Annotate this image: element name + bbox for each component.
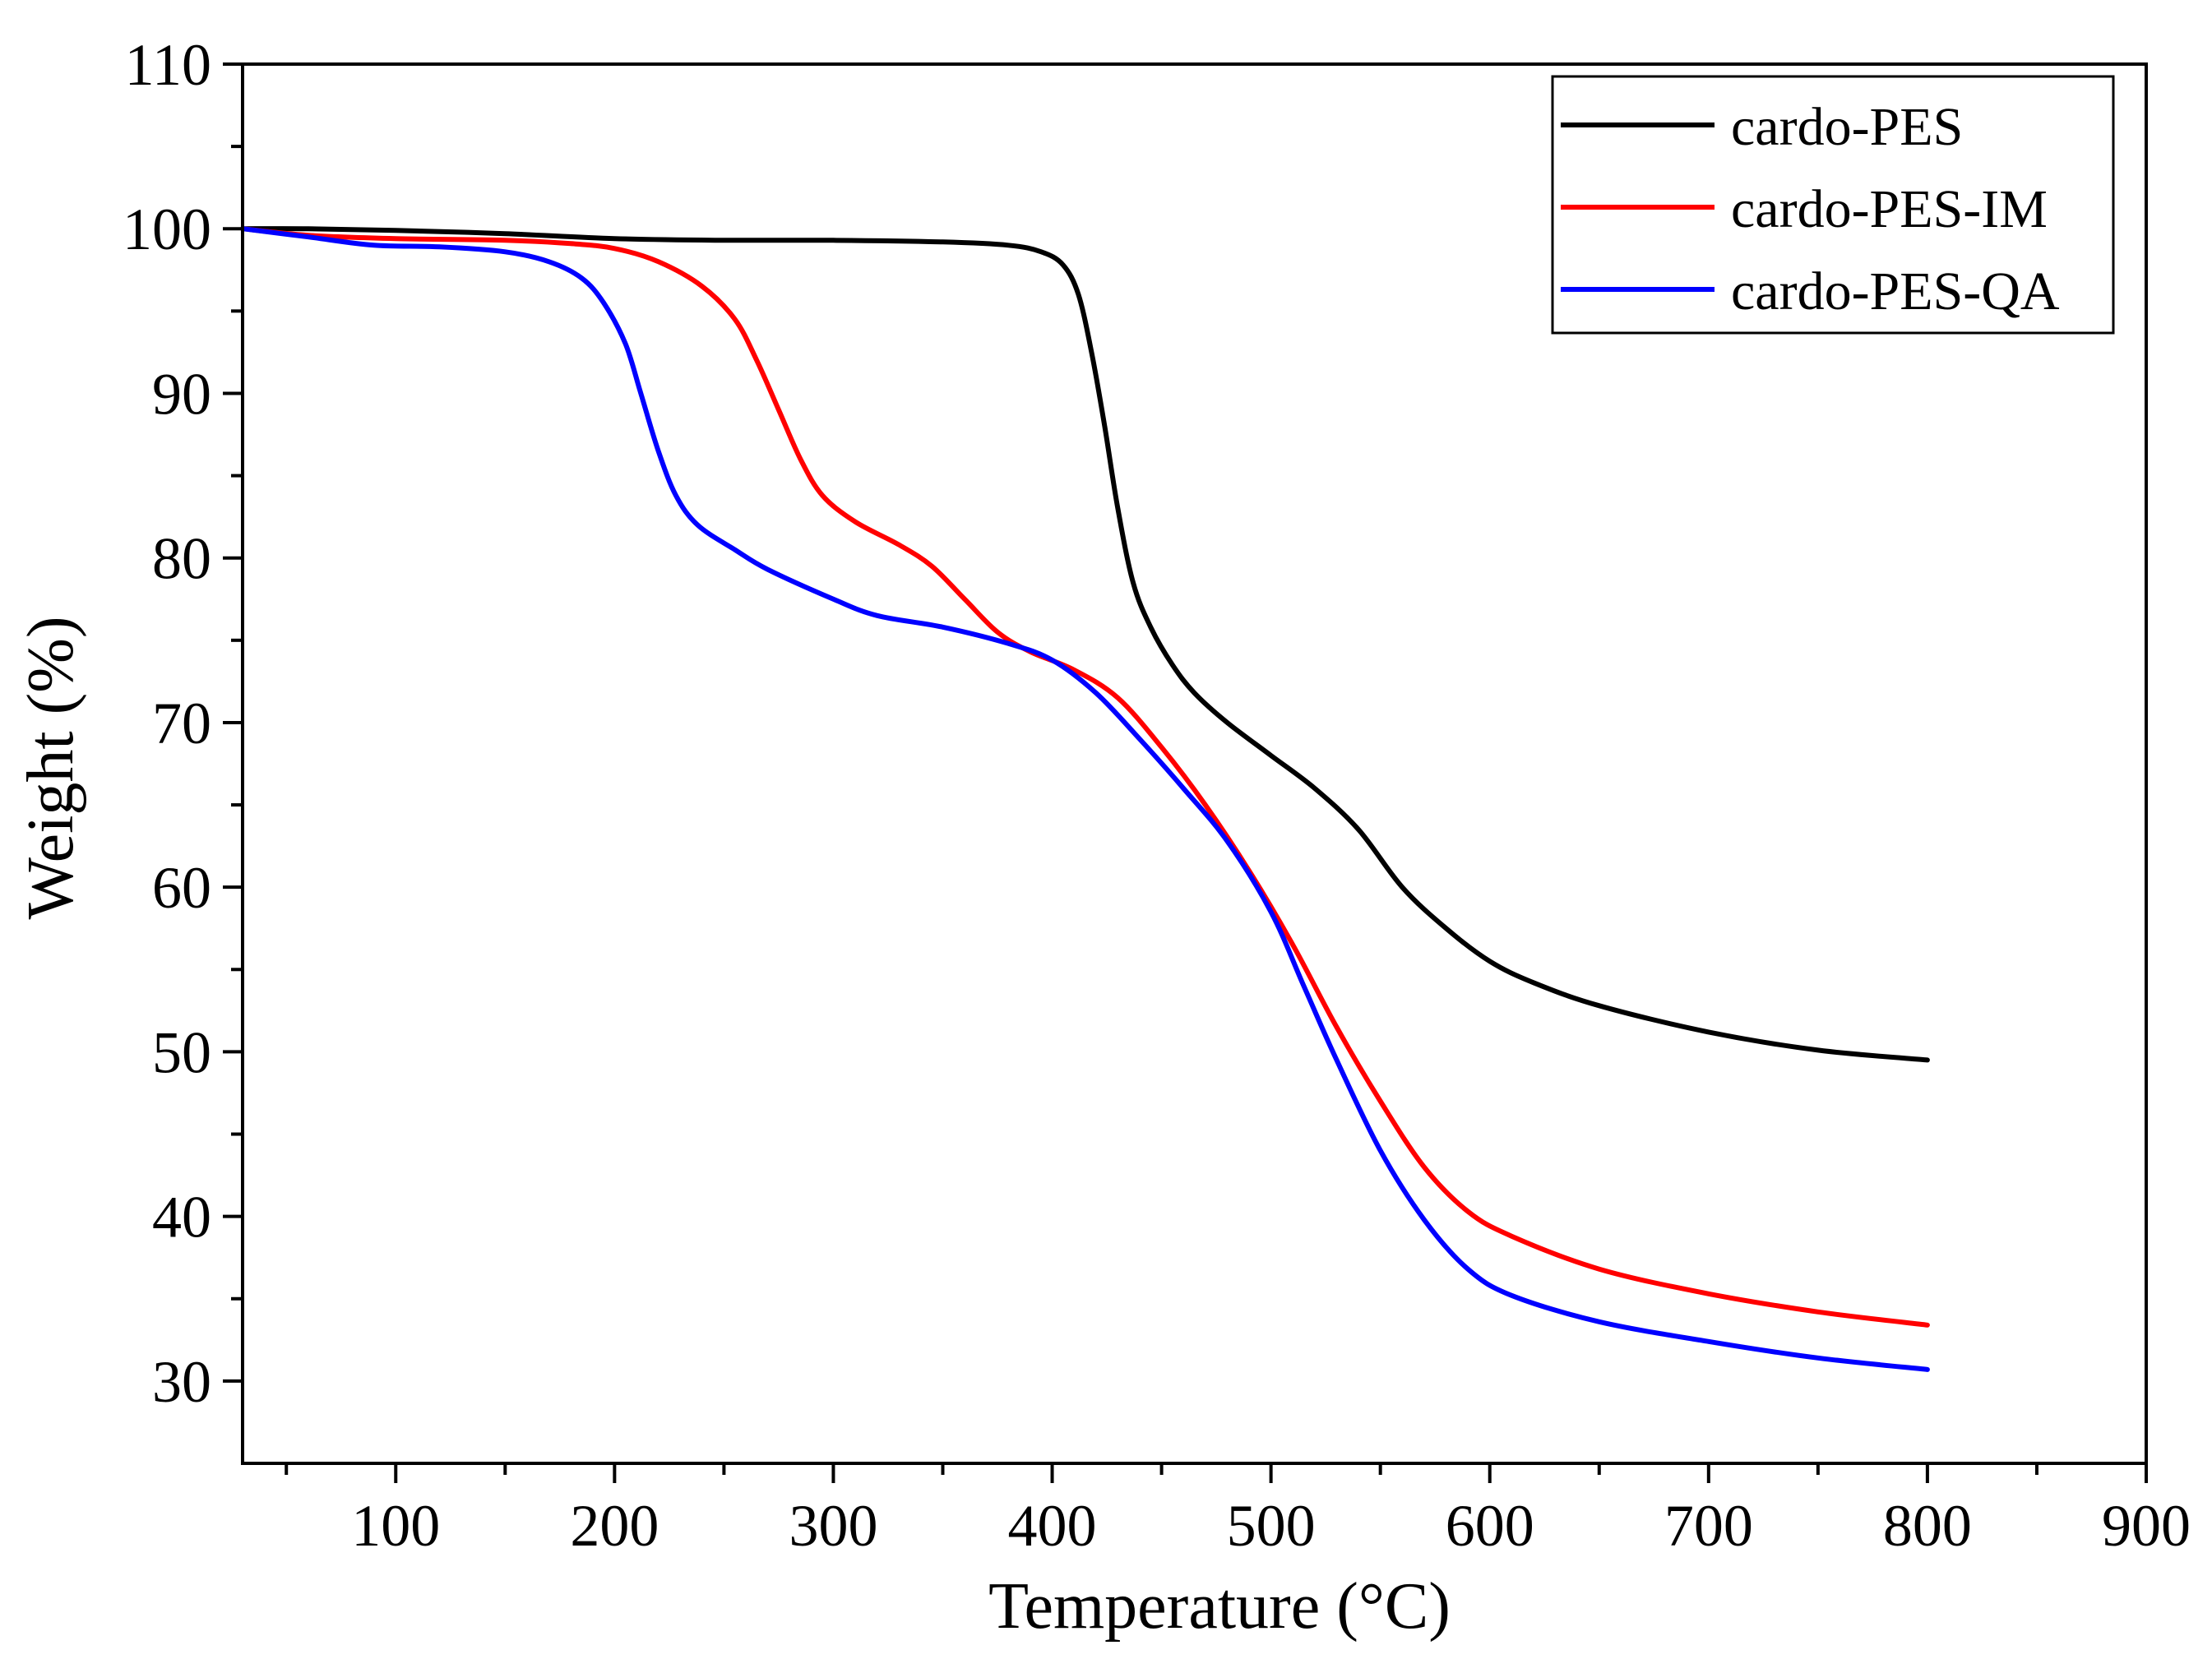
x-axis-title: Temperature (°C) — [988, 1570, 1451, 1643]
x-tick-label: 400 — [1008, 1493, 1097, 1559]
legend-label-cardo-pes-im: cardo-PES-IM — [1731, 179, 2048, 239]
x-tick-label: 100 — [351, 1493, 440, 1559]
x-tick-label: 500 — [1227, 1493, 1316, 1559]
x-tick-label: 300 — [789, 1493, 877, 1559]
x-tick-label: 800 — [1883, 1493, 1972, 1559]
y-tick-label: 110 — [125, 32, 211, 98]
y-tick-label: 50 — [152, 1019, 211, 1085]
y-tick-label: 90 — [152, 361, 211, 427]
y-tick-label: 100 — [123, 196, 211, 262]
y-tick-label: 40 — [152, 1185, 211, 1250]
legend: cardo-PES cardo-PES-IM cardo-PES-QA — [1551, 75, 2115, 335]
plot-frame — [241, 62, 2148, 1465]
series-layer — [240, 226, 1930, 1372]
axes-layer — [223, 62, 2148, 1483]
x-tick-label: 200 — [570, 1493, 659, 1559]
legend-label-cardo-pes-qa: cardo-PES-QA — [1731, 261, 2060, 321]
y-axis-title: Weight (%) — [15, 617, 87, 920]
y-tick-label: 30 — [152, 1349, 211, 1415]
y-tick-label: 80 — [152, 526, 211, 592]
series-line-cardo-pes — [240, 226, 1930, 1063]
x-tick-label: 900 — [2102, 1493, 2191, 1559]
series-line-cardo-pes-qa — [240, 226, 1930, 1372]
y-tick-label: 70 — [152, 691, 211, 756]
x-tick-label: 600 — [1446, 1493, 1534, 1559]
tick-label-layer: 100 200 300 400 500 600 700 800 900 30 40 50 60 70 80 9… — [123, 32, 2191, 1559]
legend-label-cardo-pes: cardo-PES — [1731, 97, 1963, 157]
x-tick-label: 700 — [1664, 1493, 1753, 1559]
y-tick-label: 60 — [152, 855, 211, 921]
